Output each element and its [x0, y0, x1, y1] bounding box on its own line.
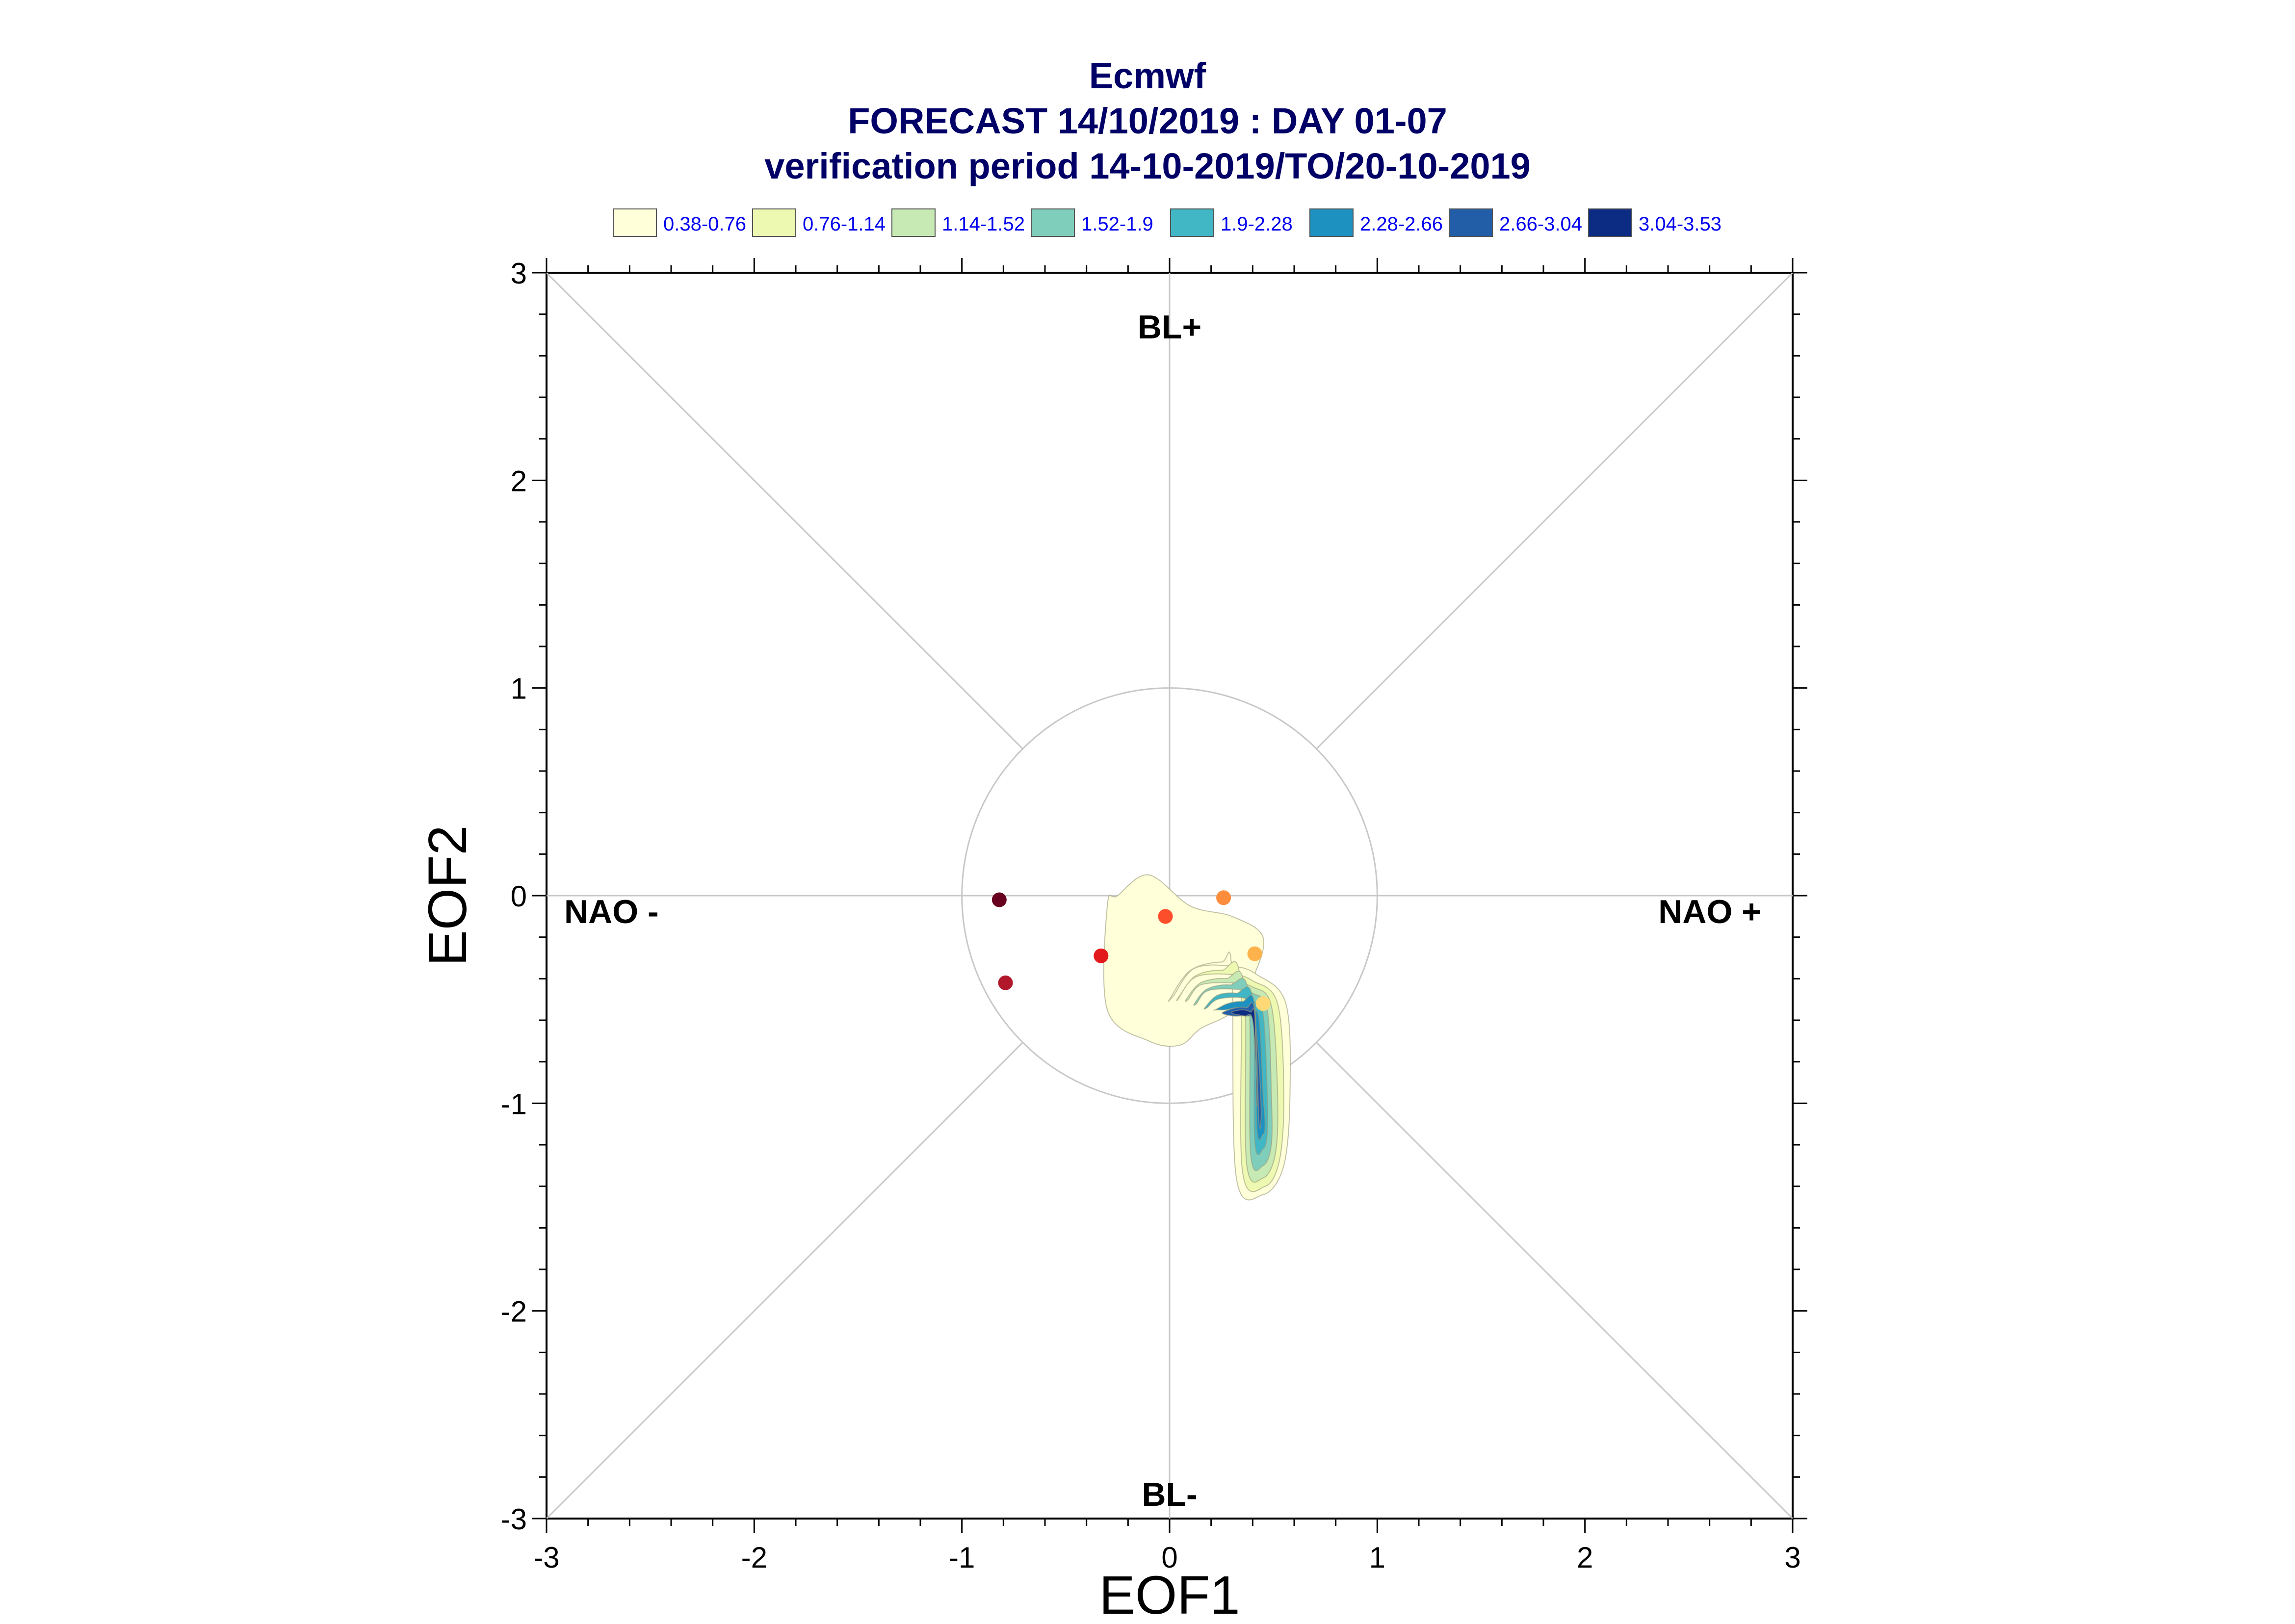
- x-axis-label: EOF1: [1099, 1565, 1240, 1624]
- legend-label-4: 1.9-2.28: [1221, 213, 1293, 235]
- legend-label-6: 2.66-3.04: [1499, 213, 1582, 235]
- regime-label-bottom: BL-: [1142, 1476, 1197, 1513]
- y-tick-label: 3: [511, 257, 527, 290]
- y-tick-label: 0: [511, 880, 527, 913]
- density-contour-7: [1222, 1002, 1262, 1129]
- legend-label-2: 1.14-1.52: [942, 213, 1025, 235]
- forecast-point-5: [1247, 946, 1262, 961]
- y-axis-label: EOF2: [417, 825, 478, 966]
- y-tick-label: -2: [501, 1295, 527, 1328]
- legend-swatch-0: [613, 208, 657, 237]
- legend-label-1: 0.76-1.14: [803, 213, 886, 235]
- x-tick-label: 2: [1577, 1541, 1593, 1574]
- legend-swatch-4: [1170, 208, 1214, 237]
- density-contour-4: [1193, 978, 1273, 1171]
- regime-label-right: NAO +: [1658, 893, 1761, 930]
- legend-swatch-3: [1031, 208, 1075, 237]
- forecast-point-0: [991, 892, 1007, 907]
- x-tick-label: 0: [1161, 1541, 1177, 1574]
- legend-label-3: 1.52-1.9: [1081, 213, 1153, 235]
- density-contours: [1103, 874, 1291, 1201]
- axis-ticks: -3 -2 -1 0 1 2 3 -3 -2 -1 0 1 2 3: [501, 257, 1807, 1574]
- diagonal-line-3: [546, 1042, 1023, 1520]
- chart-subtitle-2: verification period 14-10-2019/TO/20-10-…: [764, 146, 1531, 186]
- x-tick-label: -3: [533, 1541, 559, 1574]
- y-tick-label: -3: [501, 1503, 527, 1536]
- y-tick-label: 2: [511, 464, 527, 497]
- diagonal-line-0: [1316, 272, 1794, 749]
- x-tick-label: -2: [741, 1541, 767, 1574]
- forecast-point-1: [998, 975, 1013, 990]
- unit-circle: [961, 687, 1378, 1104]
- chart-title: Ecmwf: [1089, 55, 1206, 96]
- legend: 0.38-0.76 0.76-1.14 1.14-1.52 1.52-1.9 1.9-2…: [613, 208, 1721, 237]
- legend-swatch-7: [1588, 208, 1632, 237]
- guide-lines: [546, 272, 1794, 1520]
- forecast-point-4: [1216, 890, 1231, 905]
- legend-swatch-2: [891, 208, 936, 237]
- legend-swatch-1: [752, 208, 796, 237]
- y-tick-label: 1: [511, 672, 527, 705]
- regime-label-left: NAO -: [564, 893, 659, 930]
- legend-swatch-5: [1309, 208, 1354, 237]
- density-contour-8: [1230, 1007, 1258, 1108]
- diagonal-line-1: [546, 272, 1023, 749]
- chart-subtitle: FORECAST 14/10/2019 : DAY 01-07: [848, 101, 1447, 141]
- regime-label-top: BL+: [1138, 309, 1201, 346]
- plot-area: -3 -2 -1 0 1 2 3 -3 -2 -1 0 1 2 3: [501, 257, 1807, 1574]
- y-tick-label: -1: [501, 1087, 527, 1120]
- forecast-point-3: [1158, 909, 1173, 924]
- legend-label-7: 3.04-3.53: [1639, 213, 1721, 235]
- legend-swatch-6: [1449, 208, 1493, 237]
- forecast-point-2: [1094, 948, 1109, 963]
- x-tick-label: 3: [1784, 1541, 1800, 1574]
- legend-label-5: 2.28-2.66: [1360, 213, 1443, 235]
- x-tick-label: -1: [949, 1541, 975, 1574]
- forecast-point-6: [1255, 996, 1271, 1011]
- legend-label-0: 0.38-0.76: [663, 213, 746, 235]
- x-tick-label: 1: [1369, 1541, 1385, 1574]
- forecast-points: [991, 890, 1271, 1011]
- diagonal-line-2: [1316, 1042, 1794, 1520]
